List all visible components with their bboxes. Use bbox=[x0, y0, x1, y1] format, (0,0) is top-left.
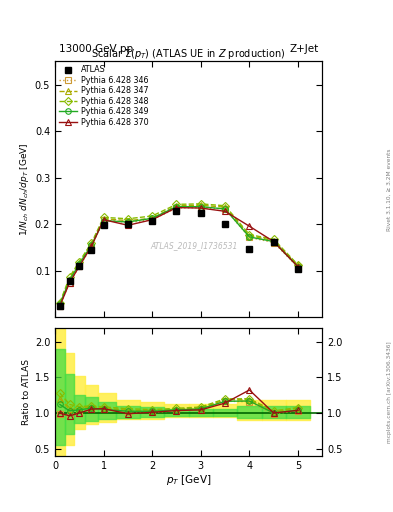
Line: Pythia 6.428 348: Pythia 6.428 348 bbox=[57, 201, 301, 305]
Pythia 6.428 348 bbox=[296, 262, 300, 268]
Pythia 6.428 349 bbox=[67, 277, 72, 283]
Pythia 6.428 349 bbox=[198, 204, 203, 210]
Text: 13000 GeV pp: 13000 GeV pp bbox=[59, 44, 133, 54]
Pythia 6.428 346 bbox=[57, 303, 62, 309]
ATLAS bbox=[296, 266, 300, 272]
ATLAS bbox=[198, 209, 203, 216]
Pythia 6.428 347 bbox=[296, 262, 300, 268]
Pythia 6.428 348 bbox=[247, 231, 252, 238]
Pythia 6.428 370 bbox=[57, 303, 62, 309]
Pythia 6.428 349 bbox=[89, 242, 94, 248]
ATLAS bbox=[57, 303, 62, 309]
Line: Pythia 6.428 349: Pythia 6.428 349 bbox=[57, 204, 301, 307]
Line: Pythia 6.428 346: Pythia 6.428 346 bbox=[57, 205, 301, 309]
Pythia 6.428 370 bbox=[150, 217, 154, 223]
Pythia 6.428 370 bbox=[174, 204, 179, 210]
Pythia 6.428 348 bbox=[57, 300, 62, 306]
Pythia 6.428 348 bbox=[77, 259, 82, 265]
Pythia 6.428 346 bbox=[174, 205, 179, 211]
Pythia 6.428 347 bbox=[67, 276, 72, 282]
Pythia 6.428 349 bbox=[247, 234, 252, 240]
ATLAS bbox=[89, 247, 94, 253]
Pythia 6.428 349 bbox=[271, 239, 276, 245]
Pythia 6.428 346 bbox=[198, 204, 203, 210]
Pythia 6.428 347 bbox=[247, 232, 252, 239]
Pythia 6.428 346 bbox=[77, 263, 82, 269]
Pythia 6.428 346 bbox=[150, 217, 154, 223]
ATLAS bbox=[271, 239, 276, 245]
Line: Pythia 6.428 347: Pythia 6.428 347 bbox=[57, 202, 301, 306]
Pythia 6.428 349 bbox=[57, 302, 62, 308]
Pythia 6.428 349 bbox=[296, 264, 300, 270]
Pythia 6.428 348 bbox=[67, 274, 72, 280]
Pythia 6.428 347 bbox=[174, 203, 179, 209]
Pythia 6.428 346 bbox=[247, 234, 252, 241]
Pythia 6.428 347 bbox=[271, 238, 276, 244]
Text: mcplots.cern.ch [arXiv:1306.3436]: mcplots.cern.ch [arXiv:1306.3436] bbox=[387, 341, 392, 442]
ATLAS bbox=[247, 245, 252, 251]
Pythia 6.428 347 bbox=[125, 218, 130, 224]
ATLAS bbox=[150, 218, 154, 224]
Pythia 6.428 349 bbox=[174, 204, 179, 210]
Pythia 6.428 348 bbox=[174, 201, 179, 207]
Pythia 6.428 370 bbox=[198, 205, 203, 211]
Pythia 6.428 347 bbox=[57, 301, 62, 307]
Pythia 6.428 370 bbox=[247, 223, 252, 229]
Text: ATLAS_2019_I1736531: ATLAS_2019_I1736531 bbox=[150, 241, 238, 250]
Pythia 6.428 346 bbox=[223, 206, 228, 212]
Pythia 6.428 347 bbox=[101, 216, 106, 222]
X-axis label: $p_T$ [GeV]: $p_T$ [GeV] bbox=[166, 473, 211, 487]
Pythia 6.428 348 bbox=[271, 236, 276, 242]
Pythia 6.428 346 bbox=[125, 220, 130, 226]
Pythia 6.428 348 bbox=[198, 201, 203, 207]
Pythia 6.428 346 bbox=[296, 264, 300, 270]
Pythia 6.428 370 bbox=[89, 243, 94, 249]
Y-axis label: Ratio to ATLAS: Ratio to ATLAS bbox=[22, 359, 31, 424]
ATLAS bbox=[125, 221, 130, 227]
ATLAS bbox=[67, 278, 72, 284]
ATLAS bbox=[174, 208, 179, 215]
Line: Pythia 6.428 370: Pythia 6.428 370 bbox=[57, 205, 301, 309]
Pythia 6.428 348 bbox=[223, 203, 228, 209]
ATLAS bbox=[223, 221, 228, 227]
Pythia 6.428 348 bbox=[89, 240, 94, 246]
Title: Scalar $\Sigma(p_T)$ (ATLAS UE in $Z$ production): Scalar $\Sigma(p_T)$ (ATLAS UE in $Z$ pr… bbox=[92, 47, 286, 61]
Pythia 6.428 349 bbox=[77, 261, 82, 267]
Pythia 6.428 370 bbox=[296, 264, 300, 270]
ATLAS bbox=[77, 263, 82, 269]
Pythia 6.428 349 bbox=[150, 215, 154, 221]
Pythia 6.428 349 bbox=[223, 206, 228, 212]
Pythia 6.428 370 bbox=[271, 239, 276, 245]
Y-axis label: $1/N_{ch}\;dN_{ch}/dp_T\;[\mathrm{GeV}]$: $1/N_{ch}\;dN_{ch}/dp_T\;[\mathrm{GeV}]$ bbox=[18, 143, 31, 236]
Text: Rivet 3.1.10, ≥ 3.2M events: Rivet 3.1.10, ≥ 3.2M events bbox=[387, 148, 392, 231]
ATLAS bbox=[101, 222, 106, 228]
Pythia 6.428 348 bbox=[150, 213, 154, 219]
Pythia 6.428 347 bbox=[150, 215, 154, 221]
Pythia 6.428 347 bbox=[77, 260, 82, 266]
Line: ATLAS: ATLAS bbox=[57, 208, 301, 309]
Pythia 6.428 346 bbox=[67, 280, 72, 286]
Pythia 6.428 346 bbox=[101, 217, 106, 223]
Pythia 6.428 348 bbox=[101, 215, 106, 221]
Pythia 6.428 370 bbox=[223, 208, 228, 215]
Pythia 6.428 370 bbox=[125, 222, 130, 228]
Pythia 6.428 346 bbox=[89, 244, 94, 250]
Pythia 6.428 349 bbox=[125, 219, 130, 225]
Pythia 6.428 370 bbox=[67, 280, 72, 286]
Pythia 6.428 370 bbox=[101, 217, 106, 223]
Pythia 6.428 348 bbox=[125, 216, 130, 222]
Pythia 6.428 346 bbox=[271, 240, 276, 246]
Pythia 6.428 349 bbox=[101, 218, 106, 224]
Pythia 6.428 347 bbox=[223, 204, 228, 210]
Pythia 6.428 347 bbox=[198, 202, 203, 208]
Pythia 6.428 347 bbox=[89, 241, 94, 247]
Text: Z+Jet: Z+Jet bbox=[289, 44, 318, 54]
Pythia 6.428 370 bbox=[77, 263, 82, 269]
Legend: ATLAS, Pythia 6.428 346, Pythia 6.428 347, Pythia 6.428 348, Pythia 6.428 349, P: ATLAS, Pythia 6.428 346, Pythia 6.428 34… bbox=[57, 64, 150, 129]
